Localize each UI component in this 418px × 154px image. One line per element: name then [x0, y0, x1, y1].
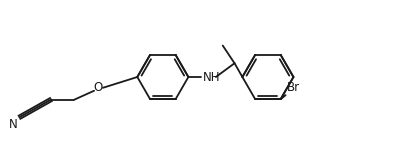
- Text: NH: NH: [203, 71, 221, 83]
- Text: Br: Br: [287, 81, 300, 94]
- Text: O: O: [93, 81, 103, 94]
- Text: N: N: [9, 118, 18, 131]
